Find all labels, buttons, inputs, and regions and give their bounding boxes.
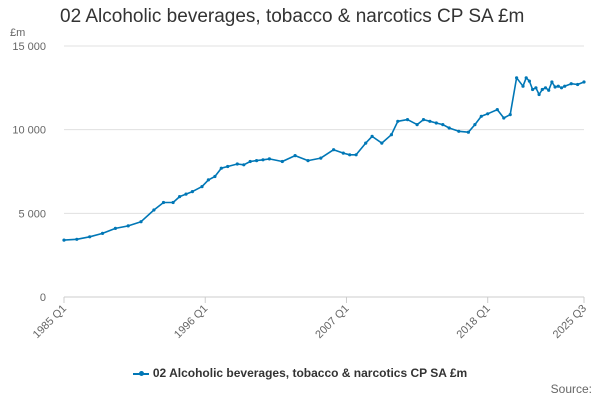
series-line [63, 77, 585, 241]
data-point [171, 200, 175, 205]
data-point [508, 113, 512, 117]
data-point [441, 123, 445, 127]
data-point [348, 153, 352, 157]
data-point [447, 126, 451, 130]
data-point [184, 192, 188, 196]
data-point [569, 82, 573, 86]
data-point [540, 87, 544, 92]
data-point [486, 112, 490, 116]
data-point [550, 80, 554, 84]
data-point [479, 114, 483, 118]
data-point [415, 123, 419, 127]
data-point [531, 87, 535, 92]
data-point [547, 88, 551, 92]
line-layer [63, 77, 585, 241]
data-point [502, 116, 506, 120]
data-point [537, 92, 541, 97]
data-point [100, 231, 105, 235]
data-point [524, 76, 528, 80]
data-point [242, 163, 246, 167]
y-tick-label: 15 000 [12, 41, 46, 53]
axis-layer: £m 0 5 000 10 000 15 000 1985 Q1 1996 Q1 2007 Q… [10, 27, 589, 341]
data-point [261, 158, 265, 162]
y-tick-label: 0 [40, 292, 46, 304]
data-point [219, 166, 223, 170]
data-point [563, 84, 567, 88]
data-point [190, 190, 194, 194]
x-tick-label: 2018 Q1 [454, 303, 492, 341]
data-point [152, 208, 156, 212]
data-point [113, 226, 117, 230]
legend: 02 Alcoholic beverages, tobacco & narcot… [0, 366, 600, 380]
data-point [319, 156, 323, 160]
data-point [161, 200, 166, 205]
data-point [495, 108, 499, 112]
data-point [213, 174, 217, 179]
data-point [405, 118, 410, 122]
data-point [527, 79, 532, 83]
data-point [75, 237, 79, 241]
data-point [543, 86, 548, 90]
chart-title: 02 Alcoholic beverages, tobacco & narcot… [60, 6, 525, 27]
data-point [434, 121, 438, 125]
data-point [354, 153, 358, 157]
point-layer [62, 76, 586, 242]
data-point [389, 133, 393, 137]
data-point [521, 84, 525, 88]
data-point [332, 148, 336, 152]
data-point [576, 82, 580, 87]
data-point [126, 224, 130, 228]
x-tick-label: 1996 Q1 [172, 303, 210, 341]
legend-swatch [132, 370, 149, 376]
data-point [62, 238, 66, 242]
data-point [556, 84, 560, 88]
legend-label: 02 Alcoholic beverages, tobacco & narcot… [152, 366, 468, 380]
y-tick-label: 5 000 [18, 208, 46, 220]
y-unit-label: £m [10, 27, 25, 39]
x-tick-label: 1985 Q1 [31, 303, 69, 341]
data-point [341, 151, 345, 155]
data-point [200, 185, 204, 189]
data-point [553, 85, 557, 89]
data-point [139, 220, 143, 224]
data-point [226, 164, 230, 169]
data-point [364, 141, 368, 145]
x-tick-label: 2025 Q3 [551, 303, 589, 341]
data-point [473, 123, 477, 127]
x-tick-label: 2007 Q1 [313, 303, 351, 341]
data-point [248, 159, 252, 164]
grid-layer [64, 45, 584, 298]
data-point [235, 162, 239, 166]
y-tick-label: 10 000 [12, 125, 46, 137]
data-point [380, 141, 384, 145]
data-point [457, 129, 461, 133]
data-point [534, 86, 538, 90]
data-point [421, 118, 426, 122]
data-point [370, 134, 374, 138]
data-point [293, 154, 297, 158]
data-point [559, 86, 564, 90]
source-label: Source: [550, 382, 592, 396]
data-point [396, 119, 400, 123]
data-point [582, 80, 586, 84]
data-point [88, 235, 92, 239]
data-point [178, 195, 182, 199]
data-point [267, 157, 271, 161]
data-point [206, 178, 210, 182]
data-point [306, 159, 310, 163]
data-point [255, 159, 259, 163]
data-point [428, 119, 432, 123]
data-point [466, 130, 470, 134]
data-point [515, 76, 519, 80]
data-point [280, 159, 284, 164]
